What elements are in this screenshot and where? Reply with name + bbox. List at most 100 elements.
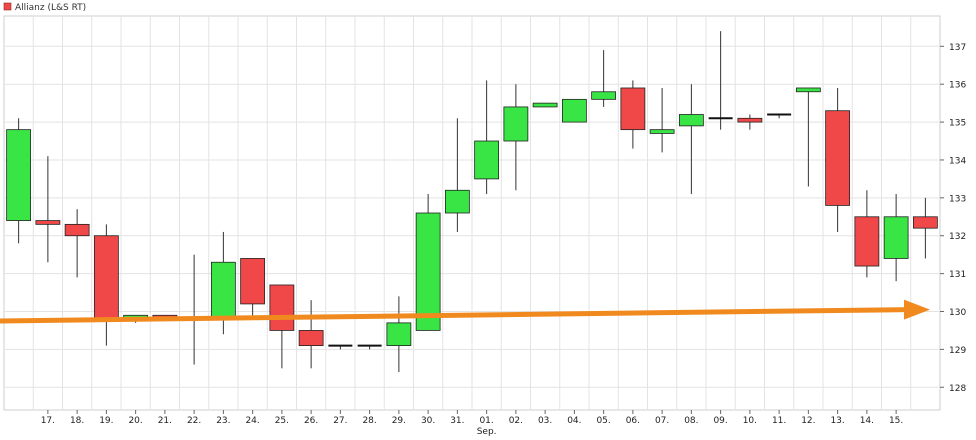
trendline-shaft <box>0 307 909 324</box>
candle-body-up <box>386 322 412 346</box>
x-tick-label: 10. <box>743 416 757 426</box>
candle-body-down <box>240 258 266 305</box>
x-tick-label: 25. <box>275 416 289 426</box>
legend-swatch <box>3 2 12 11</box>
x-axis: 17. 18. 19. 20. 21. 22. 23. 24. 25. 26. 27. 28. 29. 3… <box>41 410 903 437</box>
candle <box>386 296 412 373</box>
candle-body-down <box>825 110 851 206</box>
candle <box>912 197 938 259</box>
x-tick-label: 14. <box>860 416 874 426</box>
candle-body-up <box>649 129 675 134</box>
x-tick-label: 13. <box>830 416 844 426</box>
x-tick-label: 11. <box>772 416 786 426</box>
x-tick-label: 22. <box>187 416 201 426</box>
y-tick-label: 128 <box>949 384 966 394</box>
candle-body-down <box>620 87 646 131</box>
candle <box>649 87 675 153</box>
x-tick-label: 02. <box>509 416 523 426</box>
candle-body-down <box>35 220 61 225</box>
y-tick-label: 129 <box>949 346 966 356</box>
y-tick-label: 132 <box>949 232 966 242</box>
candle <box>767 113 792 119</box>
candle <box>737 114 763 130</box>
candle <box>35 156 61 263</box>
candle <box>825 87 851 232</box>
y-tick-label: 133 <box>949 194 966 204</box>
x-tick-label: 21. <box>158 416 172 426</box>
candle-body-up <box>532 102 558 108</box>
x-tick-label: 17. <box>41 416 55 426</box>
candle <box>240 258 266 320</box>
candle-body-down <box>912 216 938 229</box>
x-tick-label: 31. <box>450 416 464 426</box>
x-tick-label: 08. <box>684 416 698 426</box>
y-tick-label: 131 <box>949 270 966 280</box>
candle <box>708 31 733 130</box>
y-tick-label: 136 <box>949 81 966 91</box>
candle-body-down <box>93 235 119 320</box>
x-tick-label: 23. <box>216 416 230 426</box>
candle <box>328 344 353 350</box>
y-axis: 128 129 130 131 132 133 134 135 136 137 <box>940 43 966 394</box>
x-tick-label: 19. <box>99 416 113 426</box>
y-tick-label: 130 <box>949 308 966 318</box>
x-tick-label: 15. <box>889 416 903 426</box>
candle <box>64 209 90 278</box>
candle <box>503 84 529 191</box>
candle-body-down <box>269 284 295 331</box>
x-tick-label: 20. <box>128 416 142 426</box>
x-tick-label: 06. <box>626 416 640 426</box>
x-tick-label: 18. <box>70 416 84 426</box>
candle-body-up <box>210 261 236 320</box>
candle-body-up <box>444 189 470 214</box>
candle-body-up <box>795 87 821 93</box>
trendline-arrowhead <box>904 299 930 320</box>
candle <box>474 80 500 195</box>
trendline <box>0 299 930 324</box>
x-month-label: Sep. <box>477 427 497 437</box>
x-tick-label: 04. <box>567 416 581 426</box>
x-tick-label: 07. <box>655 416 669 426</box>
gridlines <box>4 16 940 410</box>
x-tick-label: 03. <box>538 416 552 426</box>
x-tick-label: 05. <box>596 416 610 426</box>
candles <box>6 31 938 373</box>
y-tick-label: 137 <box>949 43 966 53</box>
candle-body-down <box>737 117 763 123</box>
candle-body-up <box>415 212 441 331</box>
candle <box>620 80 646 149</box>
y-tick-label: 134 <box>949 156 966 166</box>
candle-body-up <box>474 140 500 180</box>
candle <box>883 194 909 282</box>
x-tick-label: 24. <box>245 416 259 426</box>
candle <box>415 194 441 331</box>
candle <box>854 190 880 278</box>
x-tick-label: 29. <box>392 416 406 426</box>
x-tick-label: 30. <box>421 416 435 426</box>
x-tick-label: 12. <box>801 416 815 426</box>
candle-body-up <box>591 91 617 100</box>
x-tick-label: 28. <box>362 416 376 426</box>
candle-body-up <box>561 98 587 123</box>
candle <box>357 344 382 350</box>
x-tick-label: 01. <box>479 416 493 426</box>
candle <box>678 84 704 195</box>
x-tick-label: 09. <box>713 416 727 426</box>
x-tick-label: 26. <box>304 416 318 426</box>
candle-body-down <box>854 216 880 267</box>
candle <box>6 118 32 244</box>
legend-label: Allianz (L&S RT) <box>15 3 86 13</box>
candle-body-up <box>883 216 909 259</box>
candle <box>591 50 617 107</box>
candle <box>795 87 821 187</box>
candle-body-up <box>6 129 32 221</box>
candle <box>532 102 558 108</box>
candle <box>444 118 470 232</box>
x-tick-label: 27. <box>333 416 347 426</box>
legend: Allianz (L&S RT) <box>3 2 86 13</box>
candle-body-up <box>503 106 529 142</box>
candle-body-up <box>678 114 704 127</box>
candle <box>298 300 324 369</box>
candle-body-down <box>298 330 324 346</box>
